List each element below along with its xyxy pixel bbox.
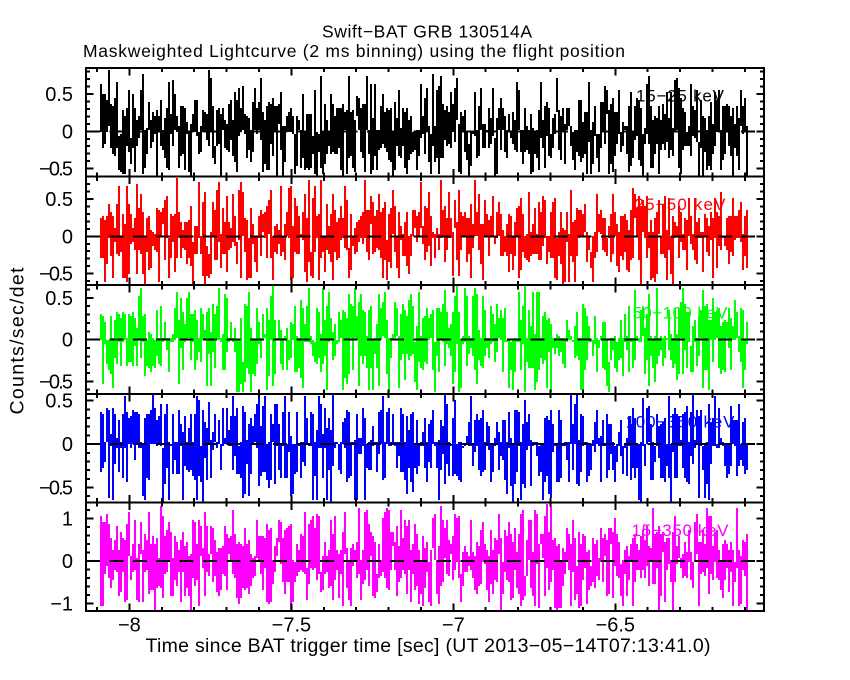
- svg-text:50−100 keV: 50−100 keV: [633, 304, 729, 323]
- svg-text:15−25 keV: 15−25 keV: [636, 87, 725, 106]
- svg-text:Time since BAT trigger time [s: Time since BAT trigger time [sec] (UT 20…: [146, 635, 711, 657]
- svg-text:0: 0: [62, 330, 73, 352]
- svg-text:Swift−BAT GRB 130514A: Swift−BAT GRB 130514A: [322, 22, 532, 42]
- svg-text:−1: −1: [50, 594, 73, 616]
- svg-text:Maskweighted Lightcurve (2 ms: Maskweighted Lightcurve (2 ms binning) u…: [83, 41, 625, 61]
- svg-text:100−350 keV: 100−350 keV: [626, 412, 736, 431]
- svg-text:0.5: 0.5: [45, 391, 73, 413]
- svg-text:−0.5: −0.5: [39, 159, 73, 181]
- svg-text:25−50 keV: 25−50 keV: [635, 195, 727, 214]
- svg-text:0: 0: [62, 226, 73, 248]
- svg-text:0.5: 0.5: [45, 288, 73, 310]
- svg-text:0: 0: [62, 121, 73, 143]
- svg-text:−8: −8: [118, 615, 141, 637]
- svg-text:−7.5: −7.5: [272, 615, 311, 637]
- svg-text:15−350 keV: 15−350 keV: [632, 521, 730, 540]
- svg-text:0.5: 0.5: [45, 189, 73, 211]
- svg-text:−7: −7: [442, 615, 465, 637]
- svg-text:−6.5: −6.5: [596, 615, 635, 637]
- svg-text:−0.5: −0.5: [39, 478, 73, 500]
- svg-text:−0.5: −0.5: [39, 264, 73, 286]
- svg-text:−0.5: −0.5: [39, 371, 73, 393]
- svg-text:0: 0: [62, 434, 73, 456]
- svg-text:0.5: 0.5: [45, 84, 73, 106]
- svg-text:Counts/sec/det: Counts/sec/det: [7, 267, 29, 415]
- svg-text:1: 1: [62, 509, 73, 531]
- svg-text:0: 0: [62, 551, 73, 573]
